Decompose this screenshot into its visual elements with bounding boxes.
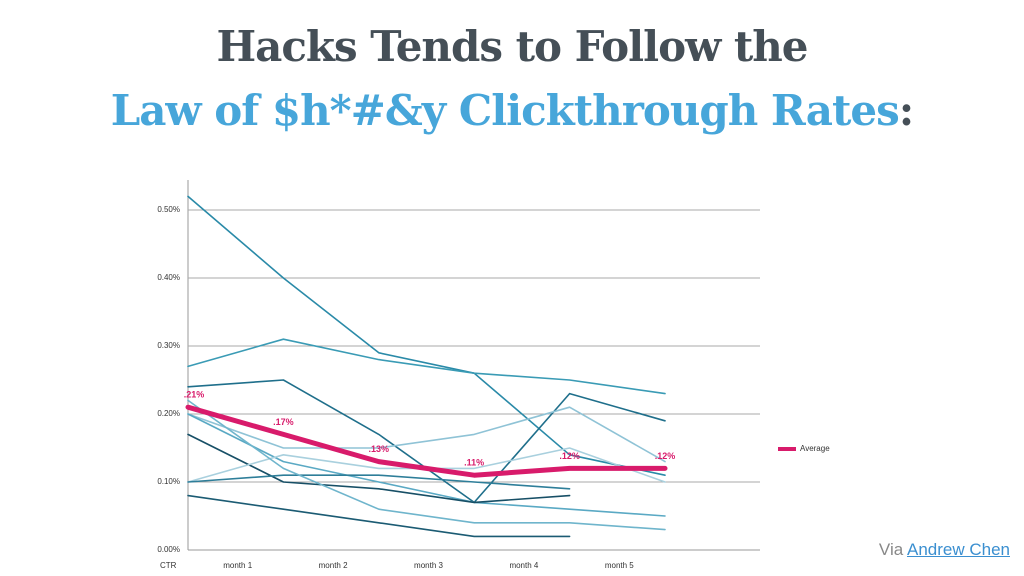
legend-label: Average	[800, 444, 830, 453]
series-line	[187, 474, 571, 490]
series-line	[187, 406, 666, 463]
x-tick-label: month 3	[414, 561, 443, 570]
data-label: .21%	[184, 390, 205, 400]
average-line	[185, 404, 668, 478]
subtitle-colon: :	[898, 86, 914, 135]
series-line	[187, 338, 666, 395]
y-tick-label: 0.00%	[157, 545, 180, 554]
x-tick-label: month 4	[509, 561, 538, 570]
y-tick-label: 0.50%	[157, 205, 180, 214]
title: Hacks Tends to Follow the	[216, 22, 808, 71]
data-label: .12%	[655, 451, 676, 461]
y-tick-label: 0.20%	[157, 409, 180, 418]
x-tick-label: month 5	[605, 561, 634, 570]
y-tick-label: 0.40%	[157, 273, 180, 282]
data-label: .12%	[559, 451, 580, 461]
x-axis-label: CTR	[160, 561, 177, 570]
series-line	[187, 399, 666, 531]
subtitle-text: Law of $h*#&y Clickthrough Rates	[110, 86, 900, 135]
y-tick-label: 0.30%	[157, 341, 180, 350]
data-label: .17%	[273, 417, 294, 427]
credit: Via Andrew Chen	[879, 540, 1010, 560]
series-line	[187, 195, 666, 476]
series-line	[187, 494, 571, 538]
x-tick-label: month 2	[319, 561, 348, 570]
data-label: .11%	[464, 458, 484, 468]
credit-prefix: Via	[878, 540, 904, 559]
x-tick-label: month 1	[223, 561, 252, 570]
credit-link[interactable]: Andrew Chen	[906, 540, 1010, 559]
y-tick-label: 0.10%	[157, 477, 180, 486]
series-line	[187, 413, 666, 517]
subtitle: Law of $h*#&y Clickthrough Rates:	[0, 86, 1024, 135]
data-label: .13%	[369, 444, 390, 454]
series-line	[187, 433, 571, 504]
